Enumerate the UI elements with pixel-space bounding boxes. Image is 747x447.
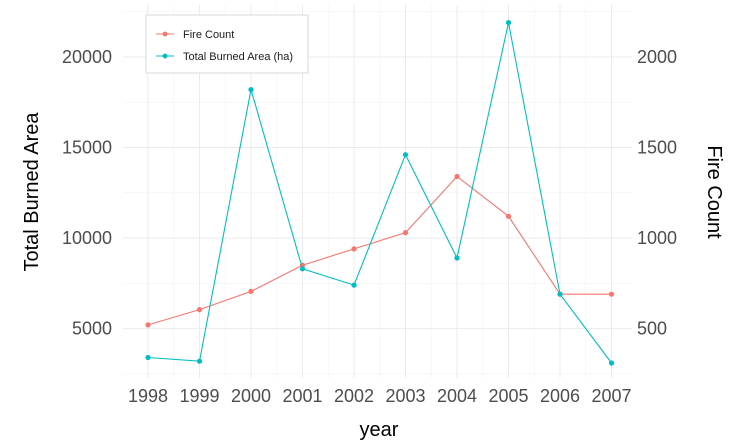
data-point-total-burned-area-ha (505, 20, 512, 26)
data-point-total-burned-area-ha (454, 255, 460, 261)
x-tick-label: 2000 (231, 386, 271, 406)
legend-item-total-burned-area: Total Burned Area (ha) (156, 51, 293, 63)
x-tick-label: 2003 (385, 386, 425, 406)
x-axis-title: year (360, 419, 399, 441)
right-y-tick-label: 500 (637, 319, 667, 339)
axes: 5000 10000 15000 20000 500 1000 1500 2000 1998 19… (62, 47, 677, 406)
right-y-tick-label: 2000 (637, 47, 677, 67)
data-point-fire-count (248, 288, 254, 294)
x-tick-label: 2002 (334, 386, 374, 406)
series-line-total-burned-area-ha (147, 22, 612, 364)
legend-key-dot-total-burned-area (162, 53, 168, 59)
legend-box (145, 14, 309, 74)
legend-label-fire-count: Fire Count (183, 29, 234, 41)
data-point-total-burned-area-ha (299, 266, 306, 272)
data-point-fire-count (608, 291, 615, 297)
data-point-fire-count (145, 322, 151, 328)
right-y-tick-label: 1500 (637, 138, 677, 158)
data-point-fire-count (196, 307, 203, 313)
left-y-tick-label: 20000 (62, 47, 112, 67)
data-point-fire-count (402, 230, 409, 236)
data-point-total-burned-area-ha (145, 354, 151, 361)
data-point-total-burned-area-ha (351, 282, 357, 288)
data-point-fire-count (505, 213, 512, 219)
series-line-fire-count (147, 175, 612, 326)
legend-item-fire-count: Fire Count (156, 29, 234, 41)
x-tick-label: 2004 (437, 386, 477, 406)
left-y-tick-label: 15000 (62, 138, 112, 158)
data-point-fire-count (454, 173, 460, 180)
data-point-total-burned-area-ha (248, 87, 254, 93)
data-point-total-burned-area-ha (608, 360, 615, 366)
legend: Fire Count Total Burned Area (ha) (145, 14, 309, 74)
x-tick-label: 2001 (282, 386, 322, 406)
right-y-axis-title: Fire Count (703, 145, 725, 239)
data-point-total-burned-area-ha (196, 358, 203, 364)
data-point-fire-count (351, 246, 357, 252)
legend-key-dot-fire-count (162, 31, 168, 37)
x-tick-label: 2007 (591, 386, 631, 406)
data-point-total-burned-area-ha (402, 152, 409, 158)
data-point-total-burned-area-ha (557, 291, 563, 297)
x-tick-label: 2006 (540, 386, 580, 406)
left-y-tick-label: 10000 (62, 228, 112, 248)
x-tick-label: 1998 (128, 386, 168, 406)
left-y-axis-title: Total Burned Area (21, 112, 43, 272)
right-y-tick-label: 1000 (637, 228, 677, 248)
x-tick-label: 2005 (488, 386, 528, 406)
x-tick-label: 1999 (179, 386, 219, 406)
series-layer (145, 20, 615, 366)
legend-label-total-burned-area: Total Burned Area (ha) (183, 51, 293, 63)
left-y-tick-label: 5000 (72, 319, 112, 339)
